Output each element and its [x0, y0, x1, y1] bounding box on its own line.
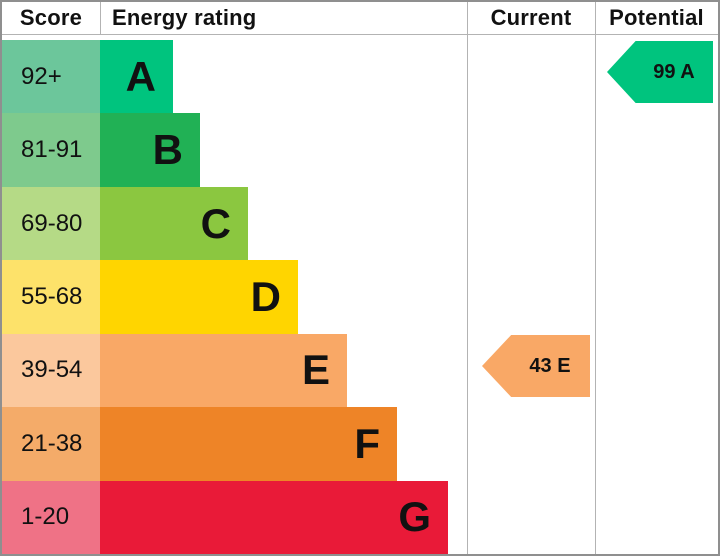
rating-bar: C — [100, 186, 248, 261]
rating-rows: 92+ A 81-91 B 69-80 C 55-68 D 39-54 E 21… — [2, 40, 718, 554]
potential-header: Potential — [609, 5, 704, 30]
rating-bar: G — [100, 480, 448, 554]
rating-row: 39-54 E — [2, 333, 718, 408]
rating-row: 81-91 B — [2, 113, 718, 187]
current-rating-label: 43 E — [529, 354, 571, 377]
potential-column-separator — [595, 2, 596, 554]
rating-row: 92+ A — [2, 40, 718, 114]
score-range: 81-91 — [2, 113, 100, 187]
rating-bar: B — [100, 113, 200, 187]
rating-row: 21-38 F — [2, 407, 718, 481]
score-range: 55-68 — [2, 260, 100, 334]
score-range: 92+ — [2, 40, 100, 114]
rating-row: 1-20 G — [2, 480, 718, 554]
score-range: 21-38 — [2, 407, 100, 481]
score-header: Score — [19, 5, 83, 30]
chart-header: Score Energy rating Current Potential — [2, 2, 718, 35]
rating-row: 55-68 D — [2, 260, 718, 334]
rating-bar: D — [100, 260, 298, 334]
rating-bar: A — [100, 40, 173, 114]
score-range: 69-80 — [2, 186, 100, 261]
score-column-separator — [100, 2, 101, 35]
rating-row: 69-80 C — [2, 186, 718, 261]
current-column-separator — [467, 2, 468, 554]
energy-rating-header: Energy rating — [112, 5, 257, 30]
rating-bar: E — [100, 333, 347, 408]
potential-rating-label: 99 A — [653, 60, 695, 83]
current-header: Current — [490, 5, 572, 30]
rating-bar: F — [100, 407, 397, 481]
score-range: 39-54 — [2, 333, 100, 408]
score-range: 1-20 — [2, 480, 100, 554]
